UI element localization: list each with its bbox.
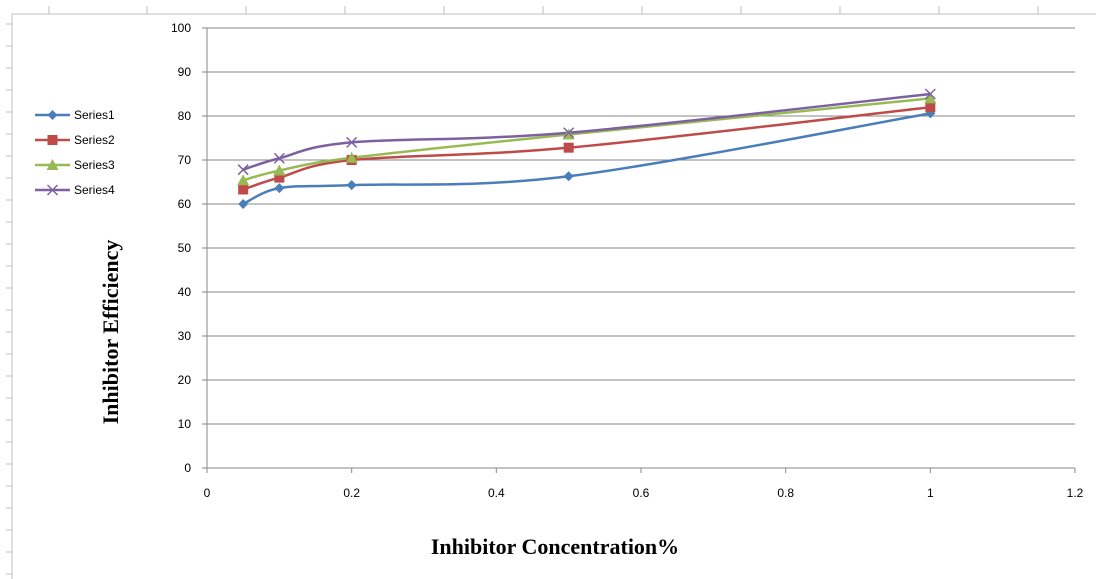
series-3-point — [924, 92, 937, 104]
series-line-3 — [242, 97, 931, 182]
gridlines — [207, 27, 1075, 425]
y-tick-label: 10 — [178, 417, 192, 431]
y-tick-label: 80 — [178, 109, 192, 123]
series-2-point — [238, 184, 249, 195]
y-axis-title: Inhibitor Efficiency — [98, 240, 123, 425]
y-tick-label: 70 — [178, 153, 192, 167]
chart-frame — [6, 6, 1096, 579]
series-4-point — [924, 88, 936, 100]
legend-label: Series4 — [74, 183, 115, 197]
x-tick-label: 0.8 — [777, 486, 794, 500]
y-tick-label: 90 — [178, 65, 192, 79]
series-2-point — [925, 102, 936, 113]
series-lines — [242, 92, 931, 206]
series-3-point — [237, 174, 250, 186]
legend-label: Series3 — [74, 158, 115, 172]
x-axis-ticks: 0 0.2 0.4 0.6 0.8 1 1.2 — [204, 468, 1084, 500]
series-1-point — [563, 171, 574, 182]
series-4-point — [273, 152, 285, 164]
series-1-point — [346, 180, 357, 191]
series-1-point — [274, 183, 285, 194]
legend-item-2: Series2 — [35, 133, 115, 147]
x-tick-label: 0.6 — [633, 486, 650, 500]
series-3-point — [345, 151, 358, 163]
y-tick-label: 30 — [178, 329, 192, 343]
legend-marker — [46, 184, 59, 196]
y-tick-label: 60 — [178, 197, 192, 211]
y-tick-label: 50 — [178, 241, 192, 255]
x-tick-label: 0.4 — [488, 486, 505, 500]
y-tick-label: 20 — [178, 373, 192, 387]
legend-label: Series2 — [74, 133, 115, 147]
series-4-point — [563, 127, 575, 139]
legend: Series1 Series2 Series3 Series4 — [35, 108, 115, 197]
y-tick-label: 0 — [184, 461, 191, 475]
series-4-point — [346, 136, 358, 148]
series-markers — [237, 88, 937, 209]
legend-marker — [46, 159, 59, 170]
series-2-point — [274, 172, 285, 183]
legend-item-1: Series1 — [35, 108, 115, 122]
legend-item-3: Series3 — [35, 158, 115, 172]
x-tick-label: 0.2 — [343, 486, 360, 500]
legend-label: Series1 — [74, 108, 115, 122]
x-tick-label: 1 — [927, 486, 934, 500]
series-1-point — [238, 199, 249, 209]
series-2-point — [563, 142, 574, 153]
y-tick-label: 100 — [171, 21, 191, 35]
x-tick-label: 1.2 — [1067, 486, 1084, 500]
x-tick-label: 0 — [204, 486, 211, 500]
x-axis-title: Inhibitor Concentration% — [431, 534, 679, 559]
series-line-2 — [242, 105, 931, 191]
legend-marker — [47, 135, 58, 145]
series-4-point — [237, 164, 249, 176]
legend-marker — [47, 110, 58, 120]
series-3-point — [273, 164, 286, 176]
y-tick-label: 40 — [178, 285, 192, 299]
y-axis-ticks: 0 10 20 30 40 50 60 70 80 90 100 — [171, 21, 207, 475]
legend-item-4: Series4 — [35, 183, 115, 197]
